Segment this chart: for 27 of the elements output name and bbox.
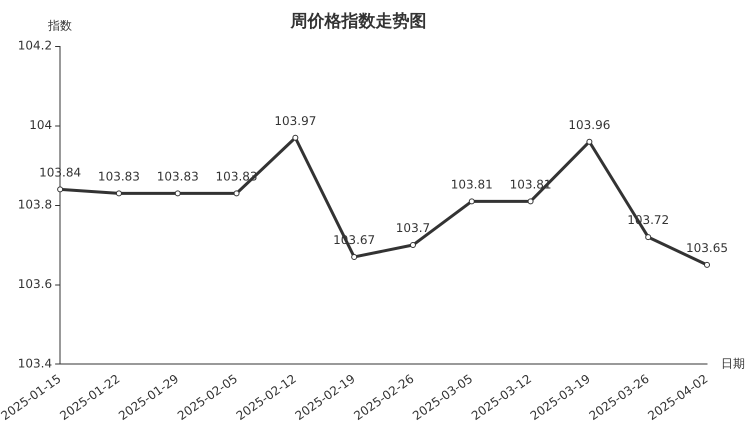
data-label: 103.65: [686, 241, 728, 256]
data-label: 103.97: [274, 114, 316, 128]
point: [410, 242, 416, 248]
y-tick-label: 103.8: [18, 197, 52, 212]
y-tick-label: 104: [29, 118, 52, 132]
point: [116, 190, 122, 196]
x-axis-title: 日期: [721, 356, 745, 370]
data-label: 103.83: [156, 170, 199, 184]
y-tick-label: 103.6: [18, 276, 52, 291]
data-label: 103.7: [396, 221, 430, 236]
y-tick-label: 104.2: [18, 38, 52, 53]
y-tick-label: 103.4: [18, 356, 52, 370]
point: [468, 198, 475, 204]
y-axis-title: 指数: [47, 18, 72, 33]
data-label: 103.81: [450, 177, 493, 192]
data-label: 103.83: [98, 170, 140, 184]
point: [234, 190, 240, 196]
point: [292, 134, 298, 141]
point: [174, 190, 181, 196]
point: [57, 186, 64, 192]
point: [528, 198, 534, 204]
chart-title: 周价格指数走势图: [290, 12, 426, 32]
point: [586, 138, 592, 145]
point: [704, 262, 710, 268]
point: [351, 254, 358, 260]
point: [645, 234, 652, 240]
data-label: 103.96: [568, 118, 610, 132]
